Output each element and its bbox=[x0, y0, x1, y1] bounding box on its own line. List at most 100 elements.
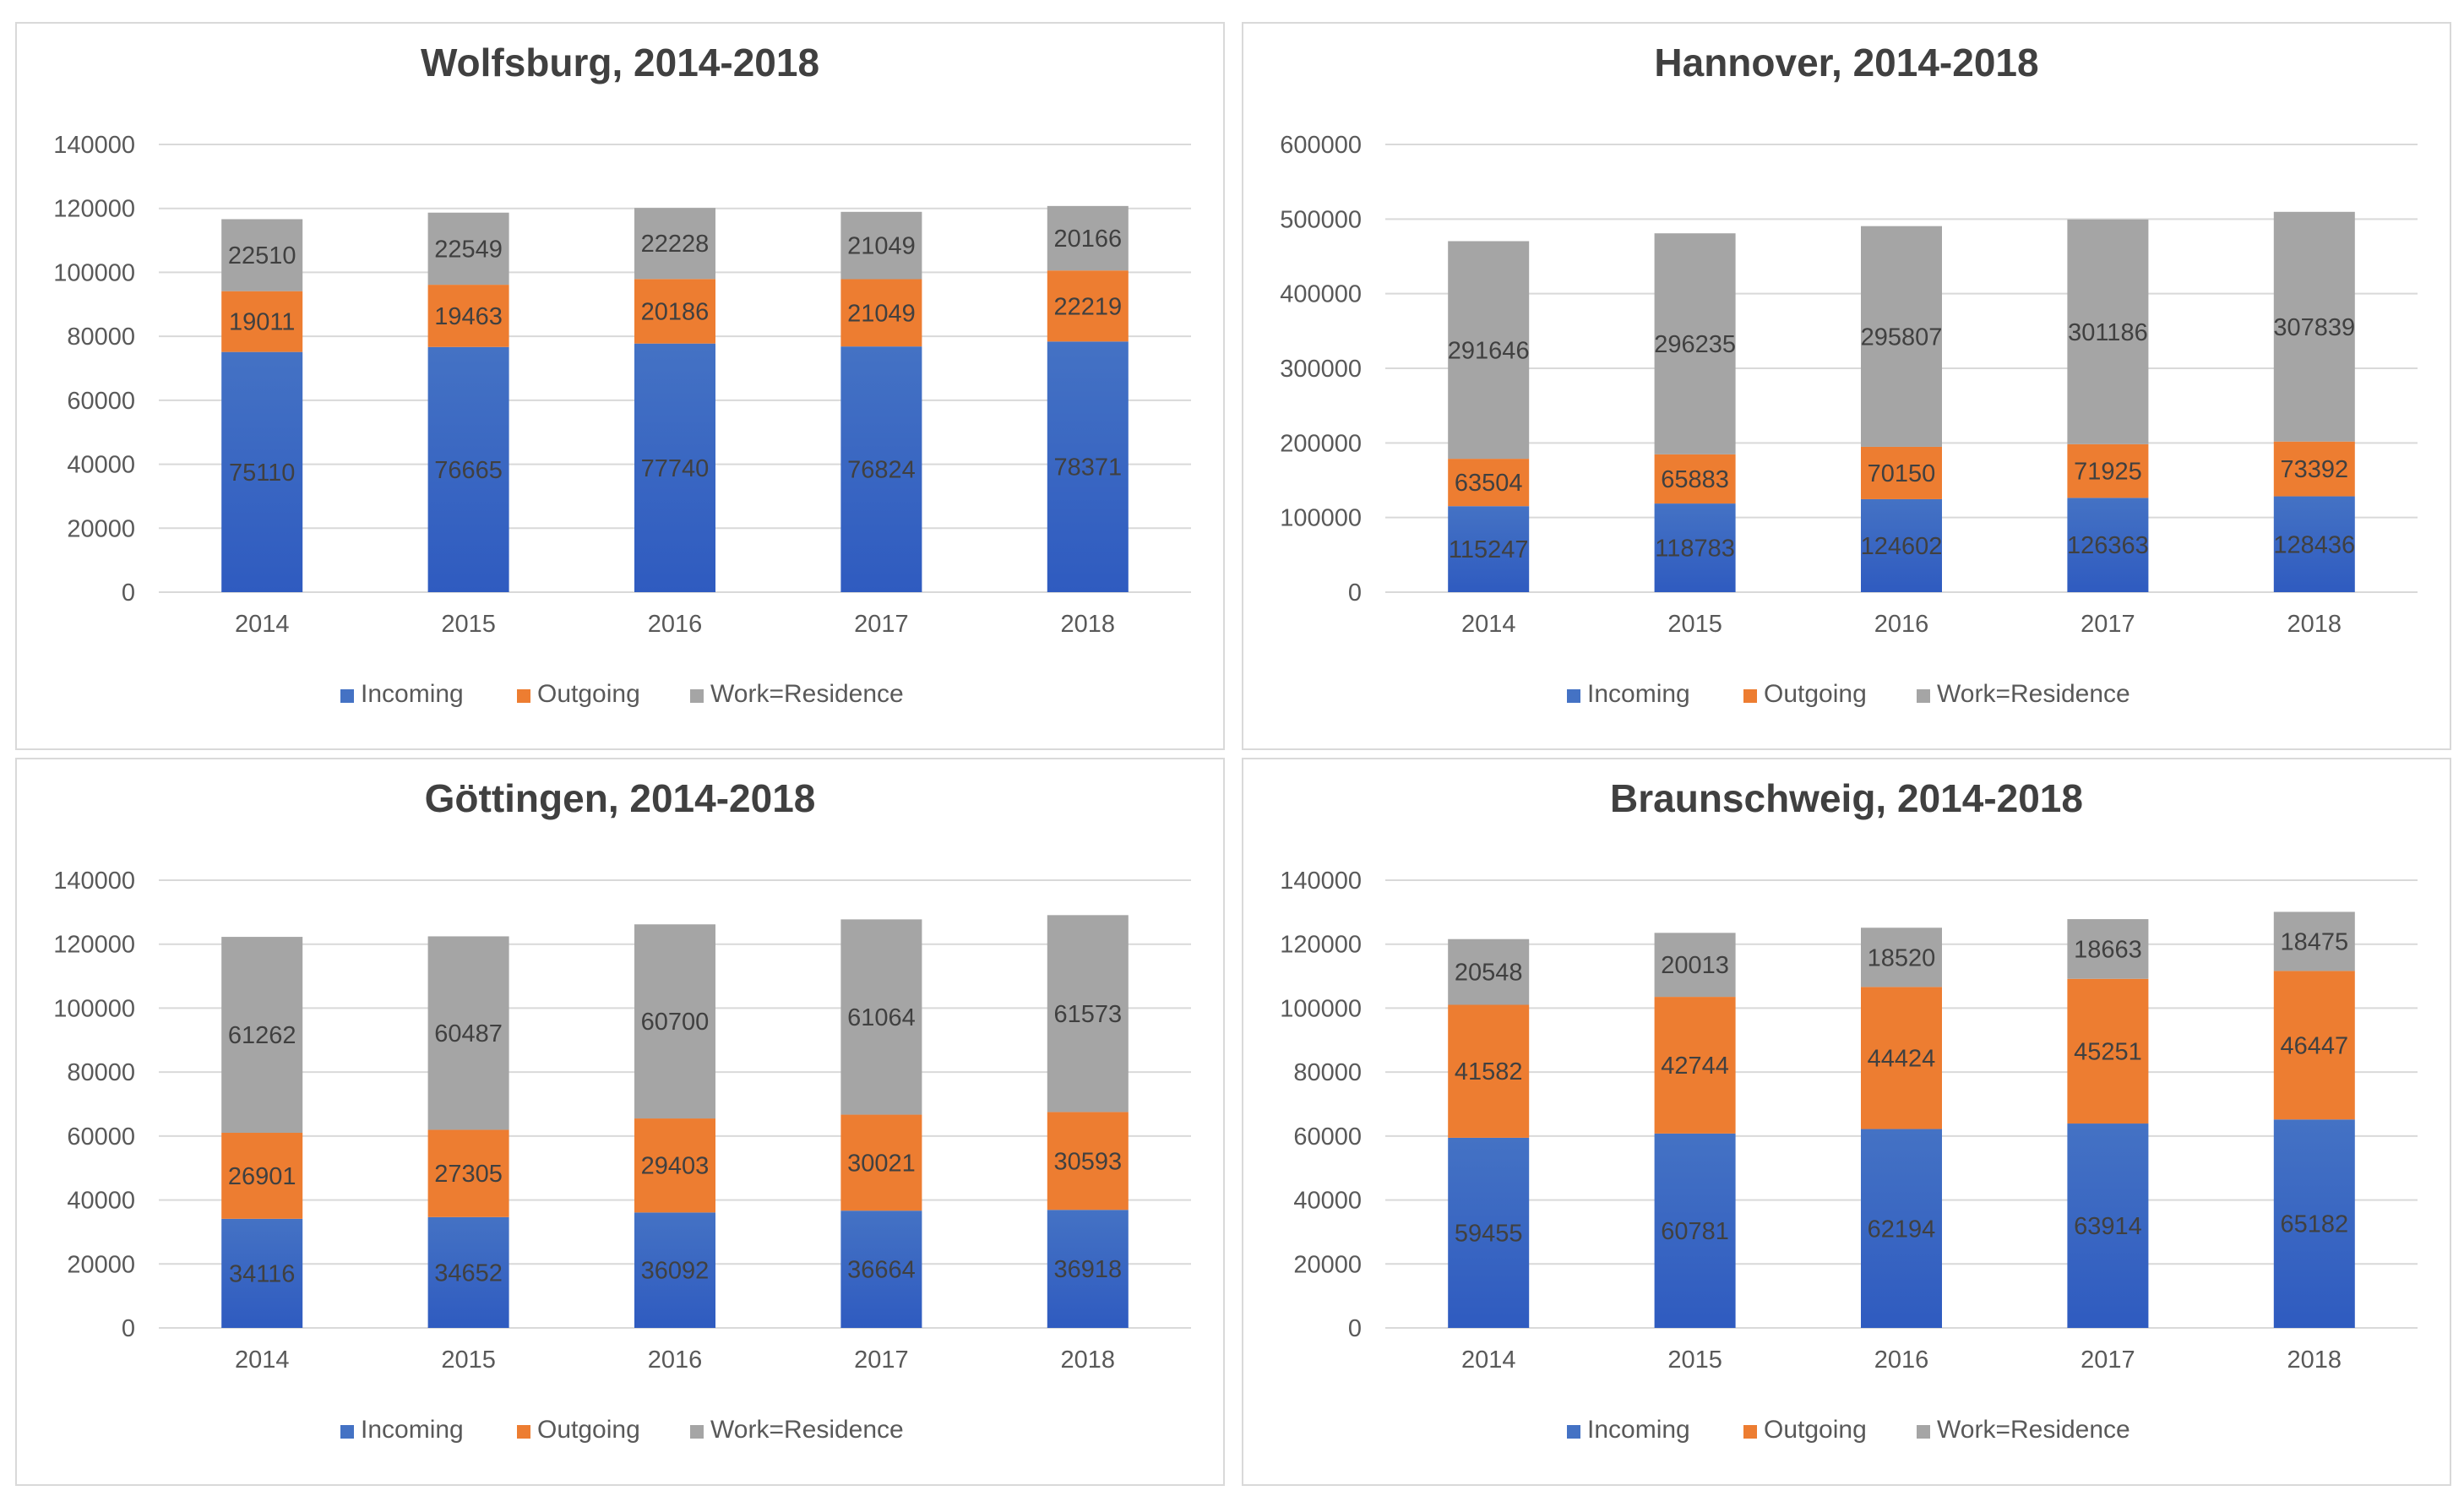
data-label: 60781 bbox=[1661, 1218, 1729, 1245]
data-label: 295807 bbox=[1861, 324, 1943, 351]
bar-segment bbox=[2067, 498, 2149, 592]
y-tick-label: 60000 bbox=[67, 388, 135, 415]
x-tick-label: 2017 bbox=[854, 611, 909, 638]
data-label: 20548 bbox=[1455, 960, 1523, 987]
y-tick-label: 120000 bbox=[53, 932, 135, 959]
chart-wolfsburg: Wolfsburg, 2014-2018 0 20000 40000 60000 8000… bbox=[53, 41, 1191, 708]
data-label: 21049 bbox=[847, 233, 916, 260]
chart-goettingen: Göttingen, 2014-2018 0 20000 40000 60000 8000… bbox=[53, 776, 1191, 1444]
bar-segment bbox=[1654, 454, 1736, 504]
x-tick-label: 2016 bbox=[1874, 611, 1929, 638]
x-tick-label: 2015 bbox=[1667, 611, 1722, 638]
bar-segment bbox=[1448, 459, 1530, 507]
bar-segment bbox=[840, 1114, 922, 1211]
bar-segment bbox=[2273, 971, 2355, 1120]
data-label: 29403 bbox=[641, 1153, 710, 1180]
x-tick-label: 2018 bbox=[1061, 1347, 1116, 1374]
y-tick-label: 0 bbox=[1348, 579, 1362, 607]
chart-title: Hannover, 2014-2018 bbox=[1654, 41, 2038, 84]
legend-swatch bbox=[690, 689, 704, 703]
bar-segment bbox=[1448, 506, 1530, 592]
data-label: 26901 bbox=[228, 1163, 296, 1190]
bar-segment bbox=[1448, 1004, 1530, 1138]
chart-panel-goettingen: Göttingen, 2014-2018 0 20000 40000 60000 8000… bbox=[15, 758, 1225, 1486]
bar-segment bbox=[840, 919, 922, 1115]
y-tick-label: 0 bbox=[1348, 1315, 1362, 1342]
x-tick-label: 2014 bbox=[1461, 1347, 1516, 1374]
chart-panel-wolfsburg: Wolfsburg, 2014-2018 0 20000 40000 60000 8000… bbox=[15, 22, 1225, 750]
bar-segment bbox=[427, 936, 509, 1130]
bar-segment bbox=[634, 1118, 715, 1213]
bar-segment bbox=[840, 1210, 922, 1328]
data-label: 128436 bbox=[2273, 531, 2355, 558]
data-label: 41582 bbox=[1455, 1058, 1523, 1085]
legend-swatch bbox=[340, 1425, 354, 1439]
data-label: 291646 bbox=[1448, 337, 1530, 364]
data-label: 60700 bbox=[641, 1009, 710, 1036]
chart-hannover: Hannover, 2014-2018 0 100000 200000 300000 40… bbox=[1280, 41, 2418, 708]
legend-label: Incoming bbox=[1587, 1416, 1690, 1444]
data-label: 59455 bbox=[1455, 1220, 1523, 1247]
chart-title: Göttingen, 2014-2018 bbox=[425, 776, 816, 820]
data-label: 22549 bbox=[434, 236, 503, 263]
bar-segment bbox=[427, 212, 509, 286]
bar-segment bbox=[840, 346, 922, 592]
data-label: 118783 bbox=[1655, 536, 1735, 563]
y-tick-label: 40000 bbox=[67, 452, 135, 479]
bar-segment bbox=[1861, 987, 1942, 1129]
data-label: 36918 bbox=[1053, 1256, 1122, 1283]
legend-swatch bbox=[517, 1425, 530, 1439]
bar-segment bbox=[1047, 1210, 1129, 1328]
chart-title: Braunschweig, 2014-2018 bbox=[1610, 776, 2083, 820]
x-tick-label: 2017 bbox=[854, 1347, 909, 1374]
x-tick-label: 2017 bbox=[2081, 611, 2135, 638]
legend-swatch bbox=[690, 1425, 704, 1439]
data-label: 65883 bbox=[1661, 466, 1729, 493]
x-tick-label: 2015 bbox=[1667, 1347, 1722, 1374]
y-tick-label: 100000 bbox=[53, 259, 135, 286]
bar-segment bbox=[840, 279, 922, 347]
bar-segment bbox=[2273, 441, 2355, 497]
bar-segment bbox=[221, 291, 303, 352]
bar-segment bbox=[1654, 997, 1736, 1134]
data-label: 296235 bbox=[1654, 331, 1736, 358]
x-tick-label: 2016 bbox=[648, 1347, 703, 1374]
bar-segment bbox=[1047, 341, 1129, 592]
data-label: 19463 bbox=[434, 303, 503, 330]
bar-segment bbox=[1448, 1137, 1530, 1328]
bar-segment bbox=[1861, 928, 1942, 987]
bar-segment bbox=[427, 346, 509, 592]
data-label: 30021 bbox=[847, 1150, 916, 1177]
data-label: 115247 bbox=[1449, 536, 1529, 563]
bar-segment bbox=[2067, 443, 2149, 498]
data-label: 27305 bbox=[434, 1161, 503, 1188]
data-label: 307839 bbox=[2273, 314, 2355, 341]
bar-segment bbox=[221, 219, 303, 291]
bar-segment bbox=[427, 1129, 509, 1217]
legend-swatch bbox=[1743, 689, 1757, 703]
bar-segment bbox=[634, 343, 715, 592]
data-label: 62194 bbox=[1868, 1216, 1936, 1243]
y-tick-label: 200000 bbox=[1280, 430, 1362, 457]
bar-segment bbox=[1861, 226, 1942, 447]
y-tick-label: 80000 bbox=[67, 1059, 135, 1086]
y-tick-label: 0 bbox=[122, 579, 135, 607]
data-label: 73392 bbox=[2280, 456, 2348, 483]
data-label: 20013 bbox=[1661, 952, 1729, 979]
y-tick-label: 600000 bbox=[1280, 132, 1362, 159]
data-label: 20186 bbox=[641, 298, 710, 325]
bar-segment bbox=[1654, 1133, 1736, 1328]
y-tick-label: 100000 bbox=[53, 995, 135, 1022]
data-label: 126363 bbox=[2067, 532, 2149, 559]
bar-segment bbox=[1654, 933, 1736, 998]
bar-segment bbox=[1448, 938, 1530, 1005]
y-tick-label: 140000 bbox=[53, 132, 135, 159]
legend-label: Work=Residence bbox=[1937, 1416, 2130, 1444]
bar-segment bbox=[221, 351, 303, 592]
data-label: 301186 bbox=[2068, 319, 2148, 346]
data-label: 30593 bbox=[1053, 1148, 1122, 1175]
data-label: 65182 bbox=[2280, 1211, 2348, 1238]
data-label: 46447 bbox=[2280, 1032, 2348, 1059]
legend-swatch bbox=[1743, 1425, 1757, 1439]
legend-label: Outgoing bbox=[1764, 1416, 1867, 1444]
